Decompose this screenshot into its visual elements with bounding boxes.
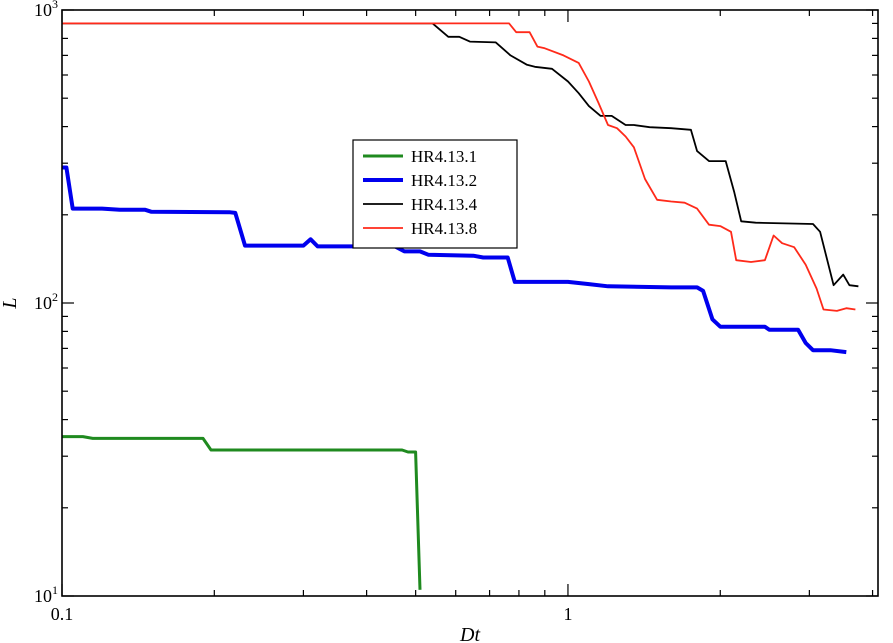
series-line-hr4-13-2 [62,165,847,355]
legend-label: HR4.13.2 [411,171,477,190]
axis-ticks [61,9,878,597]
x-axis-title: Dt [459,624,480,643]
series-lines [62,22,859,590]
legend-label: HR4.13.8 [411,219,477,238]
x-tick-label: 1 [563,604,572,624]
series-line-hr4-13-1 [62,435,422,590]
tick-labels: 0.1 1 101 102 103 [34,0,572,624]
y-axis-title: L [0,297,21,309]
y-tick-label: 101 [34,583,58,606]
legend-label: HR4.13.4 [411,195,478,214]
series-line-hr4-13-4 [62,22,859,288]
legend: HR4.13.1 HR4.13.2 HR4.13.4 HR4.13.8 [352,139,518,249]
y-tick-label: 102 [34,290,58,313]
plot-frame [61,9,879,597]
series-line-hr4-13-8 [62,22,856,312]
legend-label: HR4.13.1 [411,147,477,166]
y-tick-label: 103 [34,0,58,20]
legend-box [352,139,518,249]
x-tick-label: 0.1 [51,604,74,624]
